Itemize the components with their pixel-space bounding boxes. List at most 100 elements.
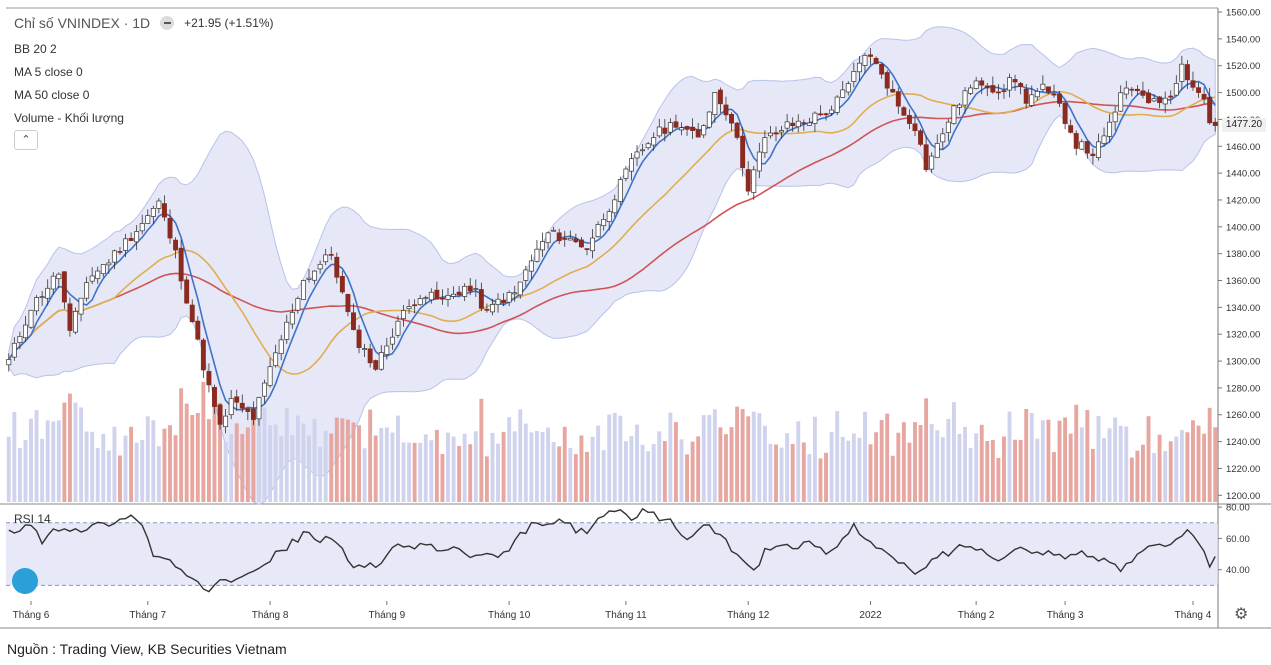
volume-bar [90,431,95,502]
candle-body [567,237,573,241]
gear-icon[interactable]: ⚙ [1234,606,1249,623]
tradingview-logo-icon[interactable] [12,568,38,594]
candle-body [767,132,773,137]
volume-bar [334,417,339,502]
candle-body [362,348,368,350]
legend-volume[interactable]: Volume - Khối lượng [14,111,124,125]
candle-body [1034,91,1040,98]
volume-bar [1057,420,1062,502]
volume-bar [1035,438,1040,502]
legend-bb[interactable]: BB 20 2 [14,42,57,56]
volume-bar [929,424,934,502]
volume-bar [368,409,373,502]
volume-bar [585,451,589,502]
volume-bar [462,433,467,502]
candle-body [1201,93,1207,100]
candle-body [623,168,629,179]
candle-body [50,275,56,290]
candle-body [323,254,329,263]
volume-bar [496,443,500,502]
candle-body [818,113,823,116]
candle-body [801,122,807,124]
candle-body [517,281,523,296]
candle-body [417,298,423,306]
candle-body [512,292,518,295]
candle-body [45,287,51,299]
candle-body [145,215,151,224]
volume-bar [629,436,634,502]
candle-body [412,304,418,307]
volume-bar [557,446,562,502]
volume-bar [901,422,906,502]
volume-bar [373,435,378,502]
rsi-label: RSI 14 [14,512,51,526]
volume-bar [746,416,751,502]
y-tick-label: 1340.00 [1226,303,1260,314]
volume-bar [835,411,840,502]
volume-bar [1079,427,1084,502]
volume-bar [434,429,439,502]
volume-bar [318,446,323,502]
volume-bar [918,425,923,502]
volume-bar [796,421,801,502]
candle-body [473,288,479,290]
hide-toggle-icon[interactable] [160,16,175,30]
candle-body [223,415,229,428]
volume-bar [935,430,940,502]
volume-bar [896,432,901,502]
volume-bar [412,442,417,502]
candle-body [284,321,290,340]
volume-bar [190,415,195,502]
candle-body [551,229,557,232]
candle-body [1140,90,1146,96]
candle-body [339,276,345,293]
ma5-line [8,61,1216,411]
candle-body [1007,77,1012,91]
candle-body [562,238,568,240]
candle-body [717,89,723,105]
volume-bar [685,454,690,502]
volume-bar [118,455,122,502]
candle-body [123,238,128,251]
volume-bar [812,416,817,502]
volume-bar [868,444,873,502]
volume-bar [590,436,595,502]
volume-bar [1174,436,1179,502]
volume-bar [168,425,172,502]
candle-body [378,352,384,370]
volume-bar [290,435,295,502]
volume-bar [329,433,334,502]
volume-bar [774,444,778,502]
candle-body [751,169,757,193]
candle-body [523,269,529,281]
candle-body [690,126,696,131]
y-tick-label: 1420.00 [1226,195,1260,206]
candle-body [1018,83,1024,87]
volume-bar [140,439,145,502]
volume-bar [551,442,556,502]
candle-body [968,87,974,94]
volume-bar [607,414,612,502]
legend-ma5[interactable]: MA 5 close 0 [14,65,83,79]
volume-bar [206,419,211,502]
candle-body [1012,79,1018,83]
collapse-legend-button[interactable]: ⌃ [14,130,38,150]
legend-ma50[interactable]: MA 50 close 0 [14,88,90,102]
candle-body [184,279,190,304]
candle-body [984,85,990,89]
volume-bar [429,440,434,502]
candle-body [250,408,256,420]
volume-bar [1024,409,1029,502]
volume-bar [73,402,78,502]
last-price-tag: 1477.20 [1222,118,1266,132]
y-tick-label: 1320.00 [1226,330,1260,341]
candle-body [467,285,473,292]
volume-bar [762,425,767,502]
volume-bar [351,422,356,502]
volume-bar [1013,439,1018,502]
volume-bar [851,433,856,502]
volume-bar [268,425,273,502]
candle-body [729,113,734,124]
candle-body [1129,88,1135,91]
